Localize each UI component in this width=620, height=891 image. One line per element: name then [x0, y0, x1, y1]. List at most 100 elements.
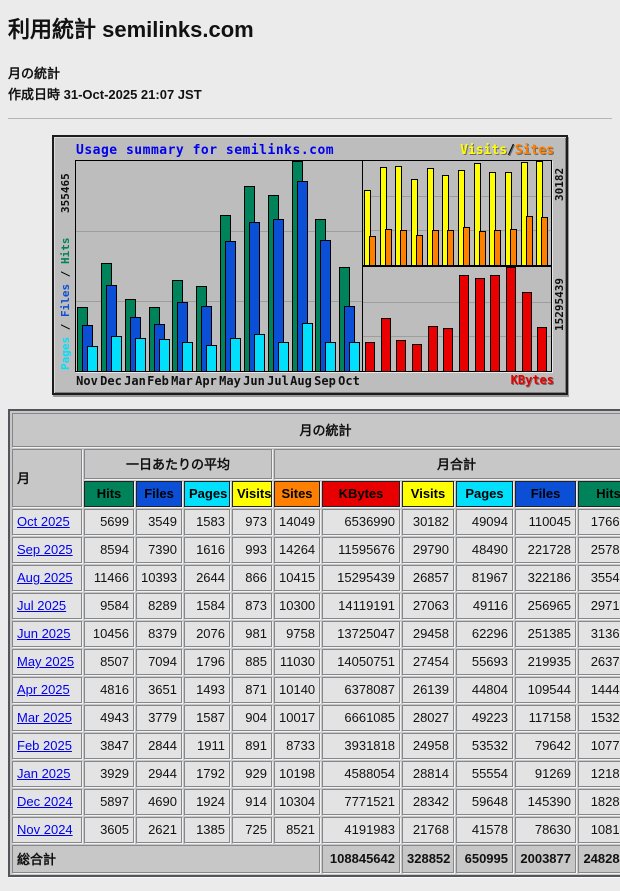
month-link-jul-2025[interactable]: Jul 2025 — [17, 598, 67, 614]
month-cell[interactable]: Oct 2025 — [12, 508, 82, 535]
column-header-kbytes-5: KBytes — [322, 480, 400, 507]
value-cell-pages: 48490 — [456, 536, 513, 563]
value-cell-pages: 1792 — [184, 760, 230, 787]
value-cell-files: 256965 — [515, 592, 576, 619]
axis-label-part-slash: / — [59, 270, 72, 284]
value-cell-visits: 28027 — [402, 704, 454, 731]
month-cell[interactable]: Dec 2024 — [12, 788, 82, 815]
value-cell-pages: 55554 — [456, 760, 513, 787]
value-cell-hits: 107738 — [578, 732, 620, 759]
month-label-Sep: Sep — [314, 373, 336, 388]
pages-files-hits-axis-label: Pages / Files / Hits — [59, 237, 72, 370]
visits-bar-Apr — [442, 174, 449, 265]
value-cell-visits: 891 — [232, 732, 272, 759]
value-cell-hits: 3605 — [84, 816, 134, 843]
files-bar-Oct — [344, 305, 355, 371]
value-cell-files: 221728 — [515, 536, 576, 563]
month-cell[interactable]: Apr 2025 — [12, 676, 82, 703]
table-row: Nov 2024 3605 2621 1385 725 8521 4191983 21768 4… — [12, 816, 620, 843]
column-header-hits-0: Hits — [84, 480, 134, 507]
grand-total-value-0: 108845642 — [322, 844, 400, 873]
sites-bar-Apr — [447, 229, 454, 265]
column-header-visits-6: Visits — [402, 480, 454, 507]
pages-bar-Mar — [182, 341, 193, 371]
month-cell[interactable]: Nov 2024 — [12, 816, 82, 843]
month-link-jun-2025[interactable]: Jun 2025 — [17, 626, 71, 642]
month-link-feb-2025[interactable]: Feb 2025 — [17, 738, 72, 754]
value-cell-hits: 4816 — [84, 676, 134, 703]
value-cell-hits: 176685 — [578, 508, 620, 535]
month-link-oct-2025[interactable]: Oct 2025 — [17, 514, 70, 530]
usage-summary-chart: Usage summary for semilinks.com Visits/S… — [52, 134, 568, 395]
right-bottom-axis-max-label: 15295439 — [553, 277, 566, 331]
sites-bar-Jun — [479, 230, 486, 265]
month-cell[interactable]: Mar 2025 — [12, 704, 82, 731]
value-cell-kbytes: 4588054 — [322, 760, 400, 787]
grand-total-value-3: 2003877 — [515, 844, 576, 873]
value-cell-visits: 981 — [232, 620, 272, 647]
month-cell[interactable]: Jul 2025 — [12, 592, 82, 619]
column-header-pages-2: Pages — [184, 480, 230, 507]
gridline — [76, 230, 362, 232]
month-cell[interactable]: Feb 2025 — [12, 732, 82, 759]
value-cell-visits: 873 — [232, 592, 272, 619]
value-cell-pages: 53532 — [456, 732, 513, 759]
pages-bar-May — [230, 337, 241, 371]
table-row: Dec 2024 5897 4690 1924 914 10304 7771521 28342… — [12, 788, 620, 815]
value-cell-hits: 297132 — [578, 592, 620, 619]
hits-files-pages-plot — [75, 159, 363, 372]
value-cell-files: 117158 — [515, 704, 576, 731]
pages-bar-Jul — [278, 341, 289, 371]
value-cell-pages: 41578 — [456, 816, 513, 843]
month-cell[interactable]: Jan 2025 — [12, 760, 82, 787]
right-top-axis-max-label: 30182 — [553, 167, 566, 201]
value-cell-hits: 3847 — [84, 732, 134, 759]
sites-bar-Dec — [385, 228, 392, 265]
value-cell-pages: 44804 — [456, 676, 513, 703]
month-link-may-2025[interactable]: May 2025 — [17, 654, 75, 670]
value-cell-visits: 29790 — [402, 536, 454, 563]
value-cell-pages: 49223 — [456, 704, 513, 731]
month-link-mar-2025[interactable]: Mar 2025 — [17, 710, 72, 726]
kbytes-bar-May — [459, 274, 469, 371]
column-header-visits-3: Visits — [232, 480, 272, 507]
value-cell-sites: 14264 — [274, 536, 320, 563]
value-cell-visits: 914 — [232, 788, 272, 815]
month-link-apr-2025[interactable]: Apr 2025 — [17, 682, 70, 698]
kbytes-bar-Dec — [381, 317, 391, 371]
month-label-Nov: Nov — [76, 373, 98, 388]
value-cell-hits: 10456 — [84, 620, 134, 647]
table-title: 月の統計 — [12, 412, 620, 447]
value-cell-hits: 11466 — [84, 564, 134, 591]
value-cell-kbytes: 13725047 — [322, 620, 400, 647]
month-link-jan-2025[interactable]: Jan 2025 — [17, 766, 71, 782]
pages-bar-Dec — [111, 335, 122, 371]
month-cell[interactable]: Jun 2025 — [12, 620, 82, 647]
value-cell-files: 2944 — [136, 760, 182, 787]
value-cell-pages: 59648 — [456, 788, 513, 815]
month-cell[interactable]: May 2025 — [12, 648, 82, 675]
column-header-files-1: Files — [136, 480, 182, 507]
value-cell-kbytes: 14119191 — [322, 592, 400, 619]
visits-bar-Oct — [536, 160, 543, 265]
pages-bar-Aug — [302, 322, 313, 371]
month-link-dec-2024[interactable]: Dec 2024 — [17, 794, 73, 810]
axis-label-part-slash: / — [59, 323, 72, 337]
month-cell[interactable]: Aug 2025 — [12, 564, 82, 591]
sites-bar-May — [463, 226, 470, 265]
value-cell-visits: 30182 — [402, 508, 454, 535]
value-cell-visits: 871 — [232, 676, 272, 703]
column-header-pages-7: Pages — [456, 480, 513, 507]
value-cell-hits: 4943 — [84, 704, 134, 731]
month-label-Feb: Feb — [147, 373, 169, 388]
value-cell-hits: 182827 — [578, 788, 620, 815]
pages-bar-Jun — [254, 333, 265, 371]
month-link-nov-2024[interactable]: Nov 2024 — [17, 822, 73, 838]
usage-summary-image: Usage summary for semilinks.com Visits/S… — [52, 134, 568, 395]
value-cell-visits: 21768 — [402, 816, 454, 843]
month-link-sep-2025[interactable]: Sep 2025 — [17, 542, 73, 558]
month-cell[interactable]: Sep 2025 — [12, 536, 82, 563]
kbytes-bar-Feb — [412, 343, 422, 371]
value-cell-visits: 28342 — [402, 788, 454, 815]
month-link-aug-2025[interactable]: Aug 2025 — [17, 570, 73, 586]
